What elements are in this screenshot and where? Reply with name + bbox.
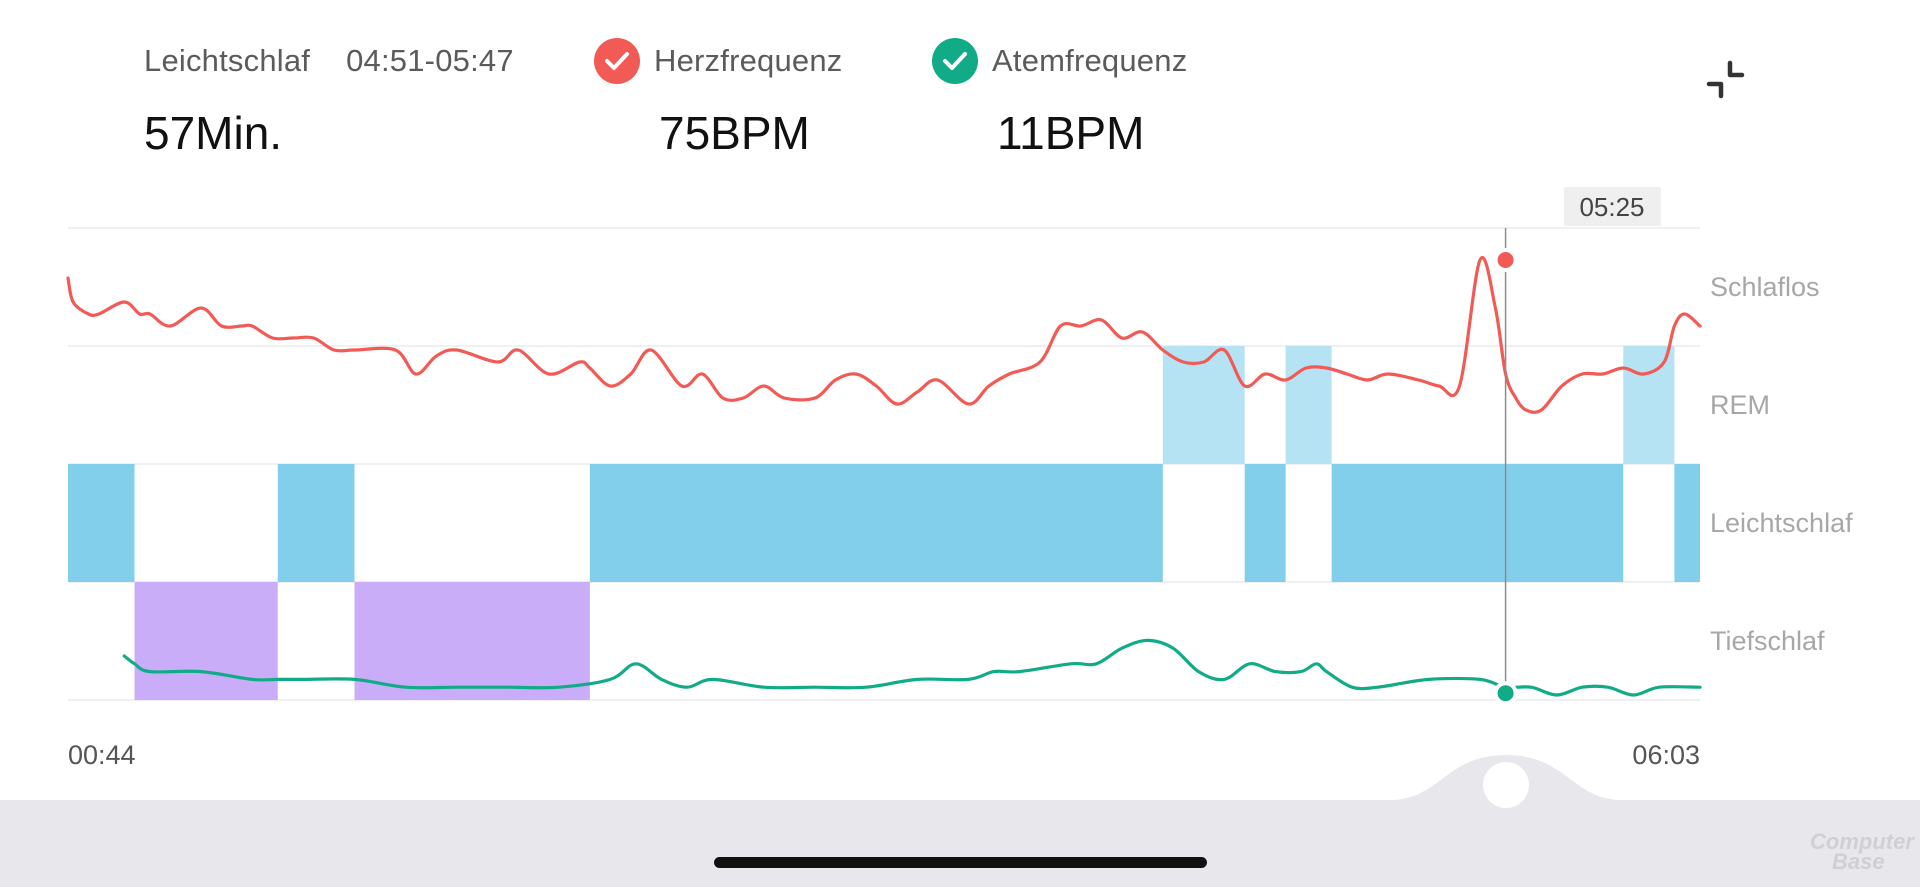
phase-stat: Leichtschlaf 04:51-05:47 57Min. <box>144 38 514 160</box>
breath-rate-check-icon[interactable] <box>932 38 978 84</box>
stage-bar-leichtschlaf <box>68 464 135 582</box>
watermark-logo: Computer Base <box>1810 829 1914 874</box>
heart-rate-check-icon[interactable] <box>594 38 640 84</box>
stage-label-tiefschlaf: Tiefschlaf <box>1710 626 1825 656</box>
x-axis-end-label: 06:03 <box>1632 740 1700 770</box>
scrubber-handle[interactable] <box>1483 762 1529 808</box>
stage-bar-leichtschlaf <box>1331 464 1624 582</box>
stage-label-leichtschlaf: Leichtschlaf <box>1710 508 1853 538</box>
breath-rate-label: Atemfrequenz <box>992 43 1188 78</box>
cursor-time-label: 05:25 <box>1579 192 1644 222</box>
home-indicator[interactable] <box>714 857 1207 868</box>
stage-label-rem: REM <box>1710 390 1770 420</box>
stage-bar-leichtschlaf <box>277 464 355 582</box>
cursor-time-box <box>1564 187 1661 226</box>
breath-rate-cursor-dot <box>1493 681 1518 706</box>
phase-time-range: 04:51-05:47 <box>346 43 514 78</box>
stage-labels: Schlaflos REM Leichtschlaf Tiefschlaf <box>1710 272 1853 656</box>
heart-rate-cursor-dot <box>1493 248 1518 272</box>
stage-bar-leichtschlaf <box>1674 464 1700 582</box>
stage-bar-rem <box>1162 346 1245 464</box>
heart-rate-label: Herzfrequenz <box>654 43 843 78</box>
stage-label-schlaflos: Schlaflos <box>1710 272 1820 302</box>
stage-bar-leichtschlaf <box>1244 464 1286 582</box>
heart-rate-value: 75BPM <box>659 107 810 159</box>
breath-rate-value: 11BPM <box>997 107 1145 159</box>
collapse-icon[interactable] <box>1700 54 1760 114</box>
stage-bar-leichtschlaf <box>589 464 1163 582</box>
stage-bar-rem <box>1623 346 1675 464</box>
phase-duration: 57Min. <box>144 107 283 159</box>
bottom-panel <box>0 800 1920 887</box>
cursor-time-tooltip: 05:25 <box>1564 187 1661 226</box>
stage-bar-tiefschlaf <box>354 582 590 700</box>
x-axis-start-label: 00:44 <box>68 740 136 770</box>
heart-rate-stat[interactable]: Herzfrequenz 75BPM <box>594 38 843 160</box>
heart-rate-line <box>66 255 1702 414</box>
sleep-chart: Schlaflos REM Leichtschlaf Tiefschlaf 05:25… <box>66 187 1853 770</box>
breath-rate-stat[interactable]: Atemfrequenz 11BPM <box>932 38 1187 160</box>
stage-bar-rem <box>1285 346 1332 464</box>
breath-rate-line <box>122 638 1702 697</box>
phase-name: Leichtschlaf <box>144 43 311 78</box>
sleep-stage-bars <box>68 346 1700 700</box>
